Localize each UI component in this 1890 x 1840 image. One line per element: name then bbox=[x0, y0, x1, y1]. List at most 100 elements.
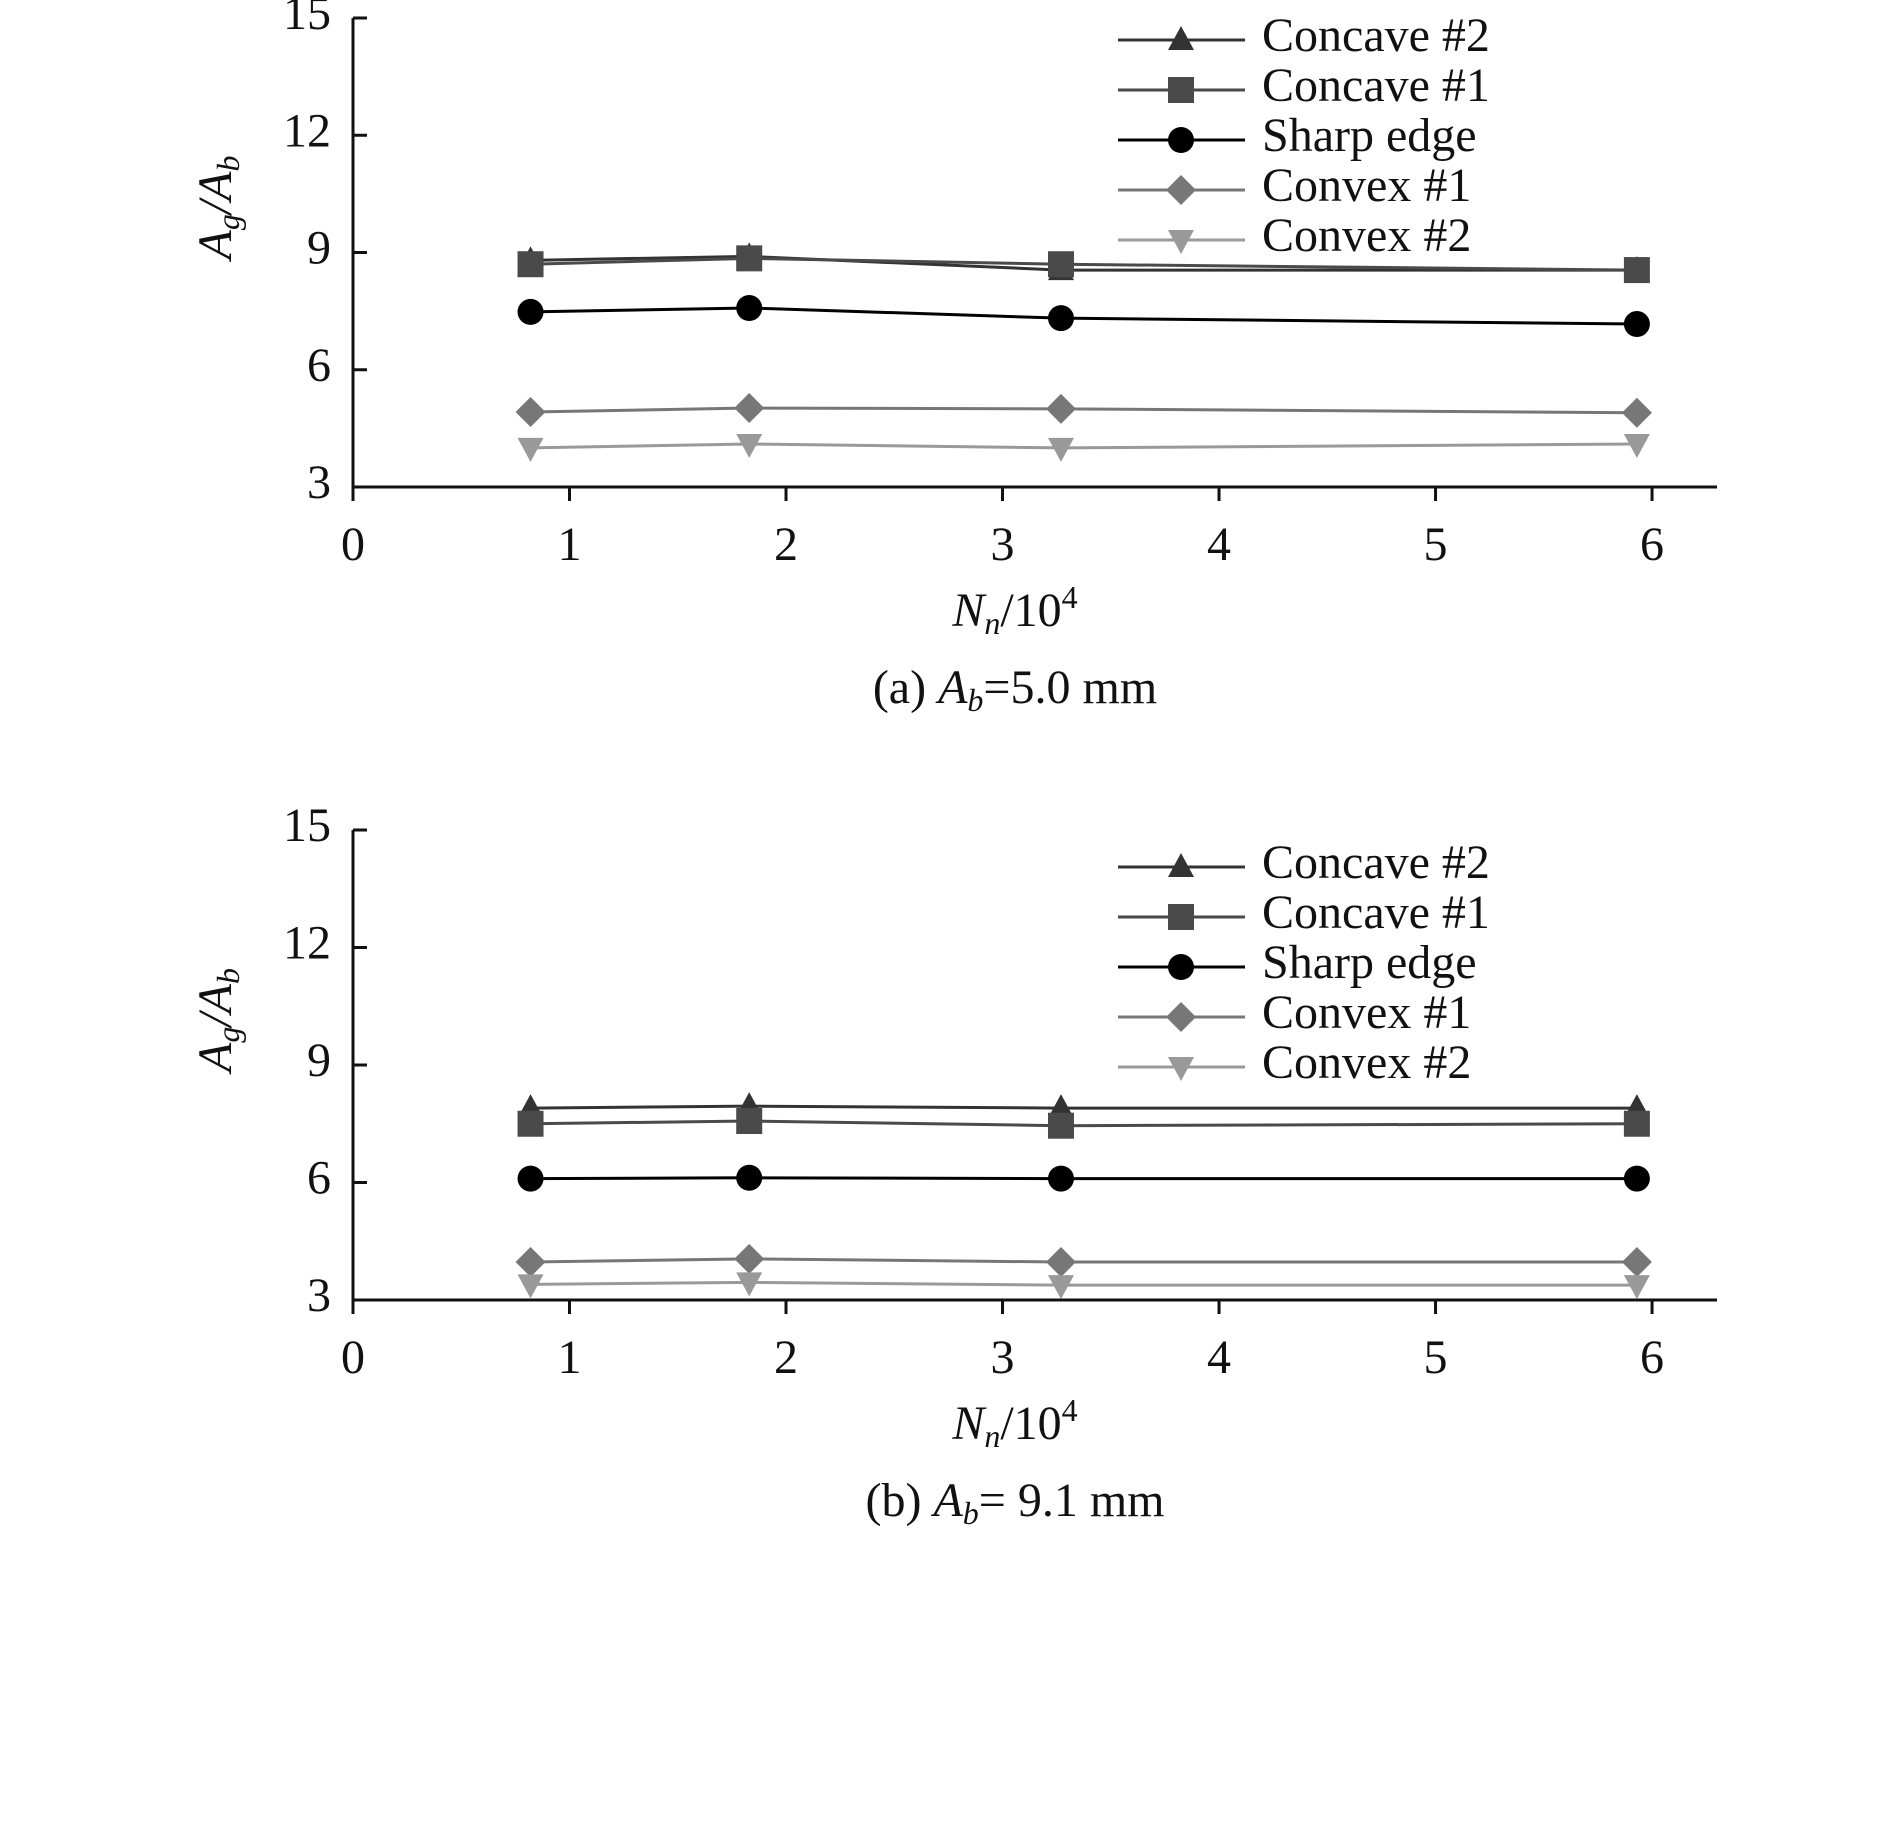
x-axis-label-part: 4 bbox=[1062, 579, 1078, 615]
marker bbox=[734, 393, 765, 424]
legend-label: Concave #2 bbox=[1262, 9, 1490, 62]
marker bbox=[517, 437, 544, 462]
legend-label: Sharp edge bbox=[1262, 109, 1477, 162]
x-tick-label: 6 bbox=[1640, 1331, 1664, 1384]
marker bbox=[1047, 305, 1074, 332]
marker bbox=[734, 1243, 765, 1274]
x-tick-label: 5 bbox=[1424, 518, 1448, 571]
x-axis-label-part: n bbox=[984, 1418, 1000, 1454]
x-tick-label: 4 bbox=[1207, 1331, 1231, 1384]
y-axis-label-part: b bbox=[210, 968, 246, 984]
legend-marker bbox=[1168, 77, 1194, 103]
x-axis-label-part: n bbox=[984, 605, 1000, 641]
marker bbox=[517, 1274, 544, 1299]
y-tick-label: 9 bbox=[307, 222, 331, 275]
marker bbox=[1047, 1112, 1074, 1139]
marker bbox=[1623, 434, 1650, 459]
y-axis-label: Ag/Ab bbox=[189, 968, 246, 1075]
series-line bbox=[530, 442, 1637, 450]
series-line bbox=[530, 306, 1637, 326]
legend-label: Convex #2 bbox=[1262, 209, 1471, 262]
series-line bbox=[530, 254, 1637, 272]
legend-marker bbox=[1166, 175, 1196, 205]
marker bbox=[1047, 1165, 1074, 1192]
marker bbox=[1623, 1165, 1650, 1192]
y-tick-label: 12 bbox=[283, 917, 331, 970]
legend-marker bbox=[1168, 1057, 1194, 1081]
y-axis-label-part: g bbox=[210, 1027, 246, 1043]
x-tick-label: 6 bbox=[1640, 518, 1664, 571]
marker bbox=[517, 298, 544, 325]
marker bbox=[1047, 1275, 1074, 1300]
x-axis-label-part: 4 bbox=[1062, 1392, 1078, 1428]
legend-label: Convex #2 bbox=[1262, 1036, 1471, 1089]
marker bbox=[1047, 437, 1074, 462]
legend-label: Convex #1 bbox=[1262, 986, 1471, 1039]
marker bbox=[1623, 311, 1650, 338]
y-tick-label: 6 bbox=[307, 339, 331, 392]
marker bbox=[1047, 1094, 1074, 1119]
legend-marker bbox=[1168, 26, 1194, 50]
legend-label: Concave #1 bbox=[1262, 886, 1490, 939]
y-axis-label-part: A bbox=[189, 229, 242, 262]
marker bbox=[515, 1247, 546, 1278]
marker bbox=[736, 294, 763, 321]
series-line bbox=[530, 256, 1637, 272]
y-axis-label-part: b bbox=[210, 156, 246, 172]
x-tick-label: 0 bbox=[341, 518, 365, 571]
legend-marker bbox=[1168, 230, 1194, 254]
x-tick-label: 1 bbox=[558, 1331, 582, 1384]
x-tick-label: 5 bbox=[1424, 1331, 1448, 1384]
marker bbox=[1621, 397, 1652, 428]
x-tick-label: 2 bbox=[774, 518, 798, 571]
legend-marker bbox=[1168, 954, 1194, 980]
legend-label: Convex #1 bbox=[1262, 159, 1471, 212]
series-line bbox=[530, 1280, 1637, 1287]
legend-label: Sharp edge bbox=[1262, 936, 1477, 989]
marker bbox=[1045, 1247, 1076, 1278]
x-tick-label: 1 bbox=[558, 518, 582, 571]
legend-marker bbox=[1166, 1002, 1196, 1032]
caption-part: b bbox=[963, 1495, 979, 1531]
legend-marker bbox=[1168, 904, 1194, 930]
caption: (b) Ab= 9.1 mm bbox=[865, 1474, 1164, 1531]
x-tick-label: 0 bbox=[341, 1331, 365, 1384]
y-tick-label: 12 bbox=[283, 104, 331, 157]
marker bbox=[1045, 393, 1076, 424]
y-tick-label: 15 bbox=[283, 799, 331, 852]
marker bbox=[736, 1272, 763, 1297]
marker bbox=[736, 245, 763, 272]
series-line bbox=[530, 1176, 1637, 1181]
x-tick-label: 3 bbox=[991, 1331, 1015, 1384]
legend-marker bbox=[1168, 853, 1194, 877]
x-tick-label: 4 bbox=[1207, 518, 1231, 571]
marker bbox=[515, 396, 546, 427]
caption-part: A bbox=[930, 1474, 963, 1527]
marker bbox=[1621, 1247, 1652, 1278]
y-axis-label-part: /A bbox=[189, 983, 242, 1029]
marker bbox=[517, 251, 544, 278]
series-line bbox=[530, 1119, 1637, 1128]
legend-marker bbox=[1168, 127, 1194, 153]
marker bbox=[517, 1165, 544, 1192]
y-axis-label-part: g bbox=[210, 214, 246, 230]
y-axis-label-part: A bbox=[189, 1042, 242, 1075]
series-line bbox=[530, 1104, 1637, 1110]
legend-label: Concave #1 bbox=[1262, 59, 1490, 112]
y-axis-label: Ag/Ab bbox=[189, 156, 246, 263]
series-line bbox=[530, 406, 1637, 415]
caption-part: = 9.1 mm bbox=[979, 1474, 1165, 1527]
caption-part: (a) bbox=[873, 661, 938, 714]
x-axis-label-part: /10 bbox=[1000, 584, 1061, 637]
marker bbox=[517, 1110, 544, 1137]
marker bbox=[1623, 1110, 1650, 1137]
marker bbox=[736, 434, 763, 459]
y-tick-label: 9 bbox=[307, 1034, 331, 1087]
x-axis-label-part: N bbox=[951, 1397, 987, 1450]
marker bbox=[736, 1108, 763, 1135]
marker bbox=[1047, 251, 1074, 278]
marker bbox=[1623, 257, 1650, 284]
caption-part: =5.0 mm bbox=[983, 661, 1157, 714]
